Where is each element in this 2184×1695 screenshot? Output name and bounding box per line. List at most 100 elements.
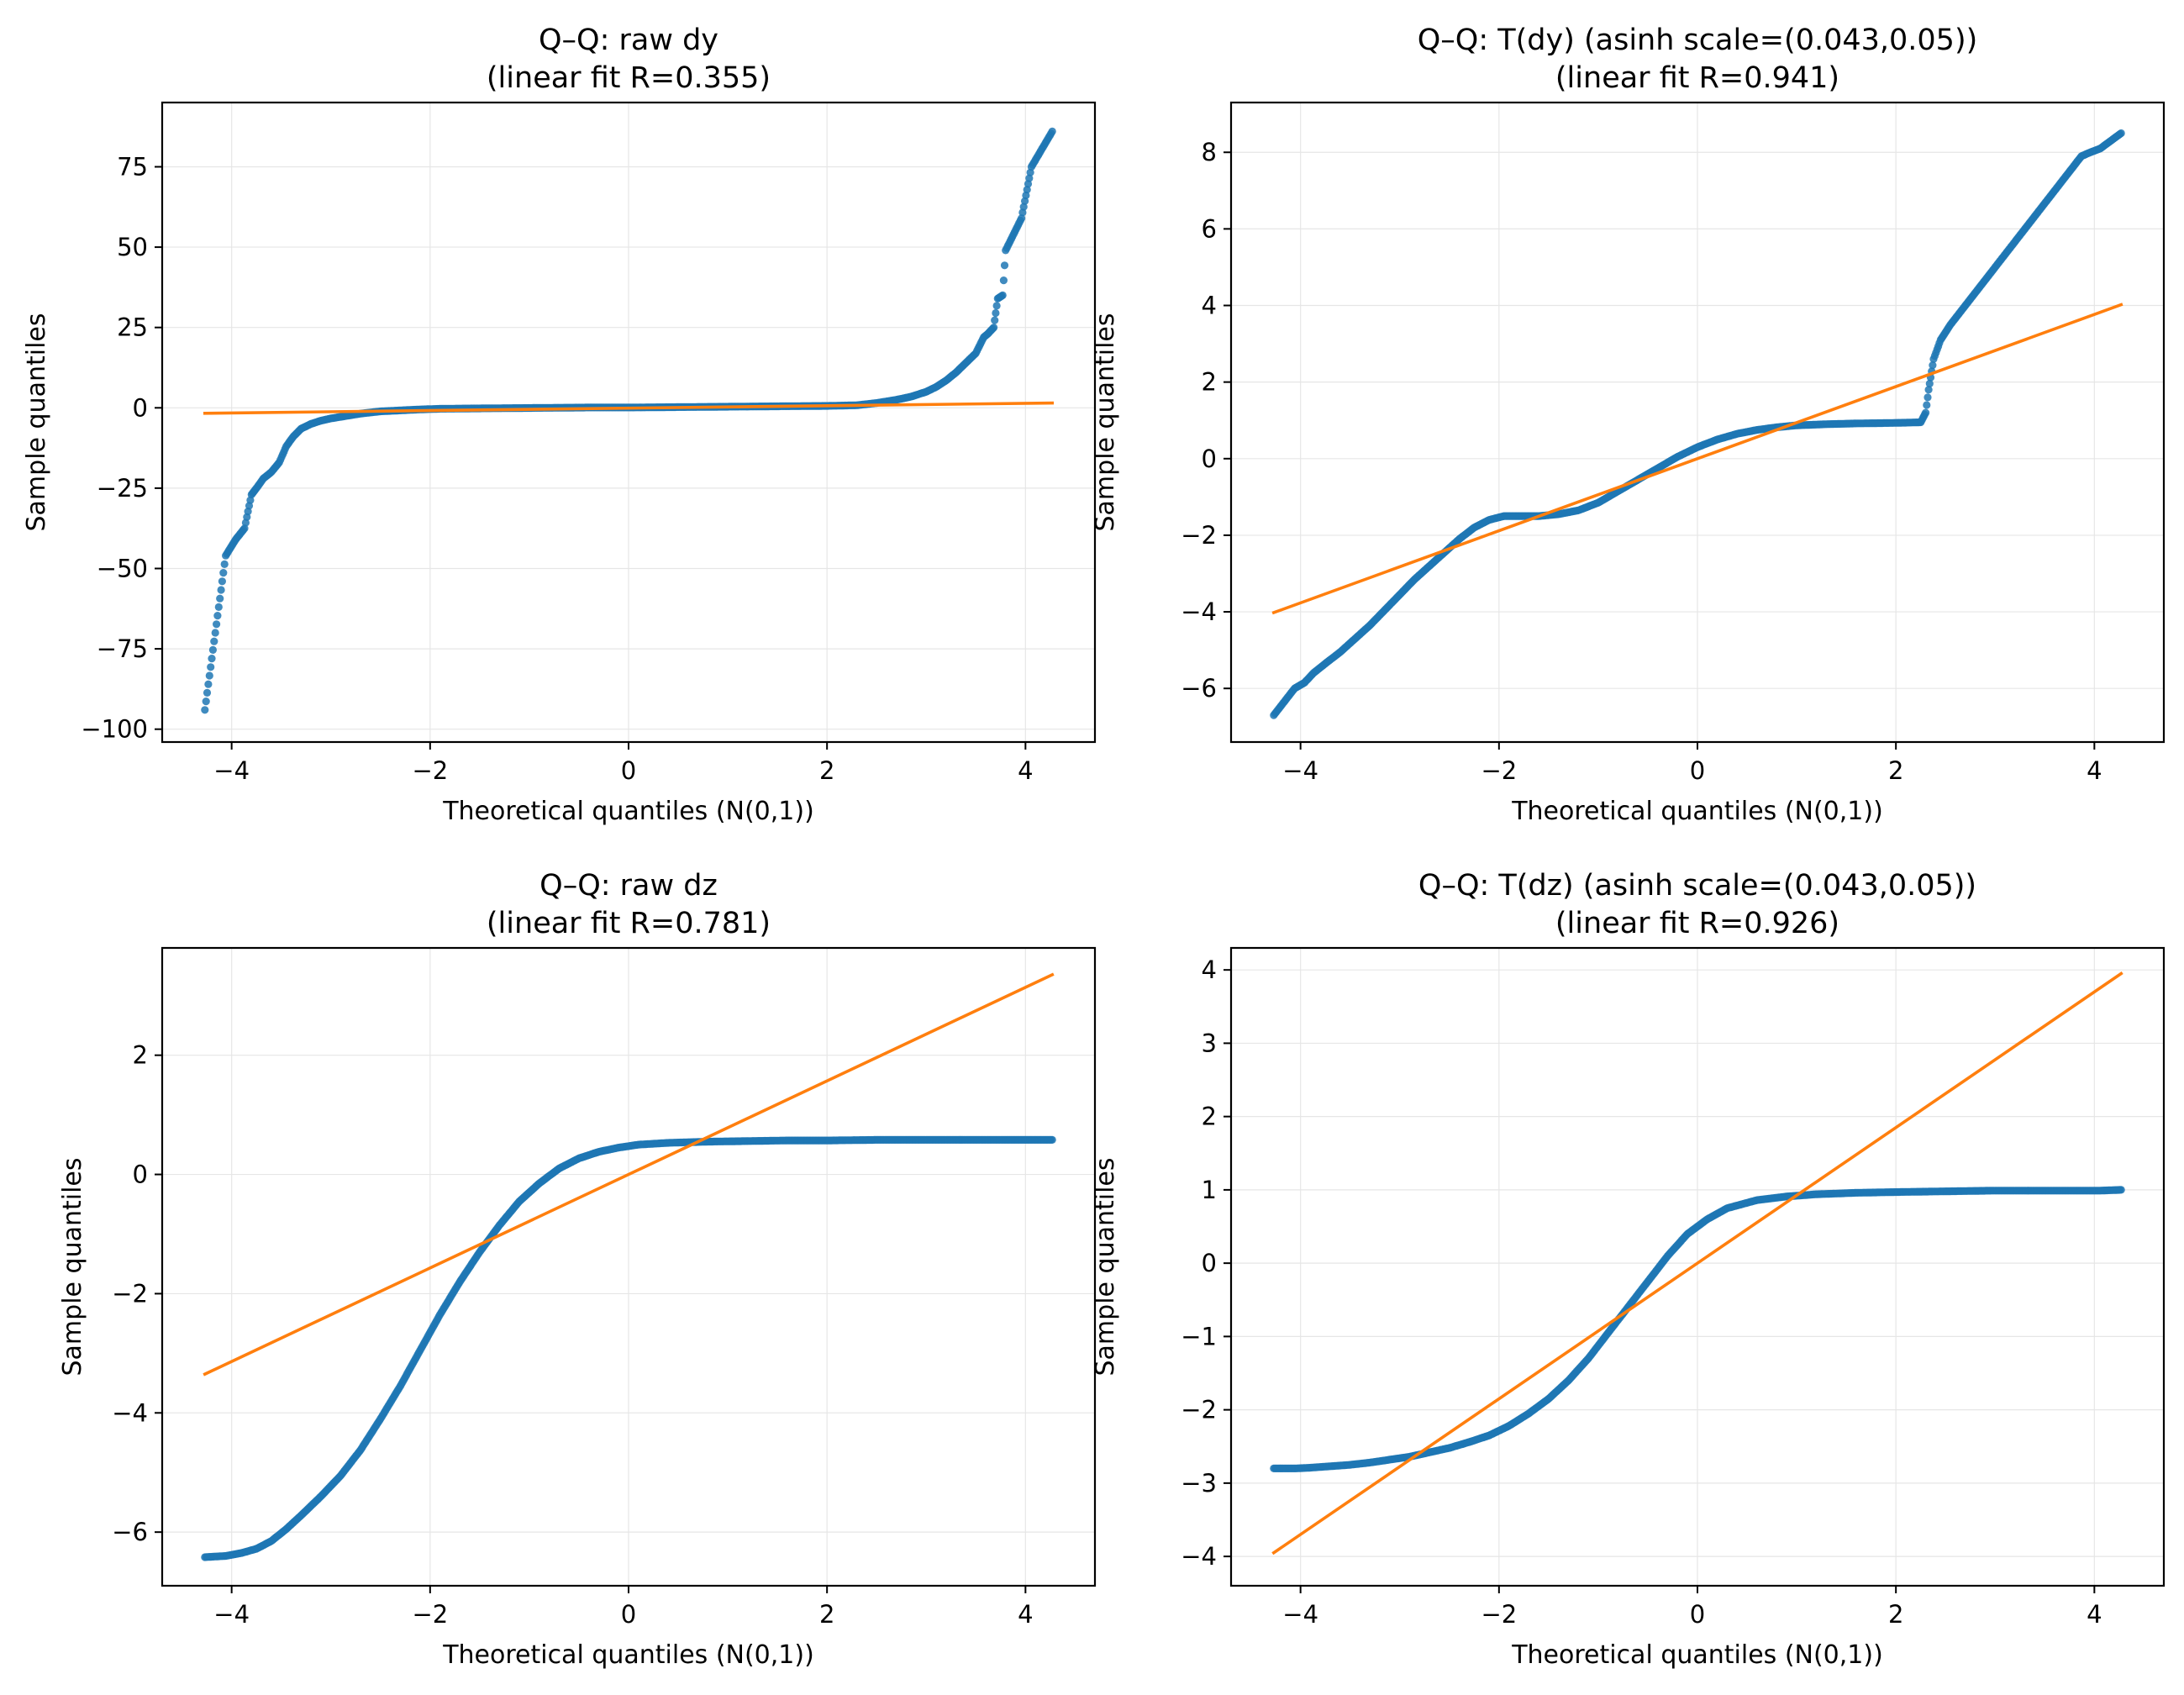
scatter-point xyxy=(213,620,221,629)
scatter-point xyxy=(1025,174,1034,182)
scatter-point xyxy=(216,594,224,603)
scatter-point xyxy=(1022,191,1030,200)
qq-panel-3: −4 −2 0 2 4 −6 −4 −2 0 2 Q–Q: raw dz (linear fit R=… xyxy=(58,869,1097,1670)
y-tick-label: 2 xyxy=(1202,1103,1217,1131)
y-tick-label: 1 xyxy=(1202,1176,1217,1204)
x-tick-label: 2 xyxy=(1888,756,1903,785)
x-tick-label: 4 xyxy=(2087,756,2102,785)
scatter-point xyxy=(1018,208,1027,217)
linear-fit-line xyxy=(203,972,1055,1377)
y-axis-label: Sample quantiles xyxy=(1091,313,1120,532)
y-tick-label: 0 xyxy=(1202,1249,1217,1277)
x-tick-label: −4 xyxy=(213,1600,250,1629)
scatter-point xyxy=(208,655,216,663)
scatter-series xyxy=(201,1135,1056,1561)
x-tick-label: −2 xyxy=(412,756,448,785)
x-tick-label: −4 xyxy=(1282,756,1318,785)
y-tick-label: 0 xyxy=(133,393,148,422)
x-axis-label: Theoretical quantiles (N(0,1)) xyxy=(442,1640,814,1670)
y-tick-label: 0 xyxy=(133,1161,148,1189)
scatter-point xyxy=(208,645,217,655)
scatter-point xyxy=(1023,186,1031,194)
y-tick-label: 4 xyxy=(1202,292,1217,320)
x-tick-label: 2 xyxy=(1888,1600,1903,1629)
scatter-point xyxy=(1024,180,1033,188)
scatter-point xyxy=(991,316,999,324)
x-tick-label: 0 xyxy=(621,1600,636,1629)
scatter-point xyxy=(202,697,210,706)
x-tick-label: 2 xyxy=(819,756,834,785)
y-tick-label: −75 xyxy=(97,634,148,663)
scatter-point xyxy=(211,629,219,637)
scatter-point xyxy=(1925,379,1934,388)
scatter-point xyxy=(210,637,218,645)
linear-fit-line xyxy=(1271,303,2123,615)
y-tick-label: −3 xyxy=(1181,1469,1217,1498)
scatter-point xyxy=(1021,197,1029,205)
y-tick-label: −2 xyxy=(1181,521,1217,550)
y-tick-label: 0 xyxy=(1202,445,1217,473)
chart-subtitle: (linear fit R=0.926) xyxy=(1555,907,1839,940)
y-tick-label: 2 xyxy=(133,1041,148,1070)
scatter-point xyxy=(1048,127,1056,135)
x-tick-label: −2 xyxy=(412,1600,448,1629)
chart-title: Q–Q: T(dy) (asinh scale=(0.043,0.05)) xyxy=(1418,24,1978,57)
scatter-point xyxy=(1923,401,1931,409)
y-axis-label: Sample quantiles xyxy=(1091,1158,1120,1377)
scatter-point xyxy=(992,302,1001,310)
scatter-point xyxy=(1924,386,1933,394)
y-tick-label: −6 xyxy=(112,1518,148,1546)
scatter-point xyxy=(201,706,209,714)
scatter-point xyxy=(2117,1186,2125,1194)
y-tick-label: −50 xyxy=(97,554,148,582)
y-axis-label: Sample quantiles xyxy=(58,1158,87,1377)
x-axis-label: Theoretical quantiles (N(0,1)) xyxy=(442,797,814,826)
x-tick-label: −4 xyxy=(213,756,250,785)
chart-subtitle: (linear fit R=0.355) xyxy=(487,61,771,95)
scatter-point xyxy=(999,276,1008,285)
chart-title: Q–Q: T(dz) (asinh scale=(0.043,0.05)) xyxy=(1418,869,1976,903)
chart-title: Q–Q: raw dy xyxy=(539,24,718,57)
scatter-point xyxy=(1922,408,1930,417)
y-tick-label: 4 xyxy=(1202,955,1217,984)
scatter-point xyxy=(1929,361,1937,370)
x-tick-label: −2 xyxy=(1481,1600,1517,1629)
y-tick-label: −4 xyxy=(1181,1542,1217,1571)
x-tick-label: 0 xyxy=(1690,1600,1705,1629)
x-tick-label: 4 xyxy=(2087,1600,2102,1629)
x-tick-label: −4 xyxy=(1282,1600,1318,1629)
scatter-point xyxy=(220,560,229,569)
scatter-point xyxy=(1026,168,1034,176)
x-axis-label: Theoretical quantiles (N(0,1)) xyxy=(1511,1640,1883,1670)
y-tick-label: −4 xyxy=(112,1398,148,1427)
x-tick-label: −2 xyxy=(1481,756,1517,785)
x-tick-label: 2 xyxy=(819,1600,834,1629)
scatter-point xyxy=(217,586,225,594)
scatter-point xyxy=(2117,129,2125,138)
y-tick-label: 50 xyxy=(117,233,148,261)
x-axis-label: Theoretical quantiles (N(0,1)) xyxy=(1511,797,1883,826)
y-tick-label: 25 xyxy=(117,313,148,342)
x-tick-label: 0 xyxy=(1690,756,1705,785)
qq-panel-2: −4 −2 0 2 4 −6 −4 −2 0 2 4 6 8 Q–Q: T(dy) (asinh scal… xyxy=(1091,24,2166,826)
linear-fit-line xyxy=(203,401,1055,415)
y-tick-label: 75 xyxy=(117,152,148,181)
scatter-point xyxy=(203,688,212,697)
scatter-point xyxy=(1000,261,1009,270)
chart-subtitle: (linear fit R=0.781) xyxy=(487,907,771,940)
scatter-point xyxy=(205,671,213,680)
scatter-point xyxy=(1923,393,1932,402)
scatter-point xyxy=(218,577,226,586)
chart-title: Q–Q: raw dz xyxy=(539,869,718,903)
scatter-series xyxy=(1270,1186,2125,1472)
y-tick-label: 8 xyxy=(1202,138,1217,166)
scatter-point xyxy=(213,612,222,620)
linear-fit-line xyxy=(1271,971,2123,1556)
y-tick-label: −2 xyxy=(112,1279,148,1308)
scatter-point xyxy=(207,663,215,671)
x-tick-label: 0 xyxy=(621,756,636,785)
y-tick-label: −2 xyxy=(1181,1396,1217,1424)
y-tick-label: −1 xyxy=(1181,1322,1217,1350)
y-axis-label: Sample quantiles xyxy=(22,313,51,532)
